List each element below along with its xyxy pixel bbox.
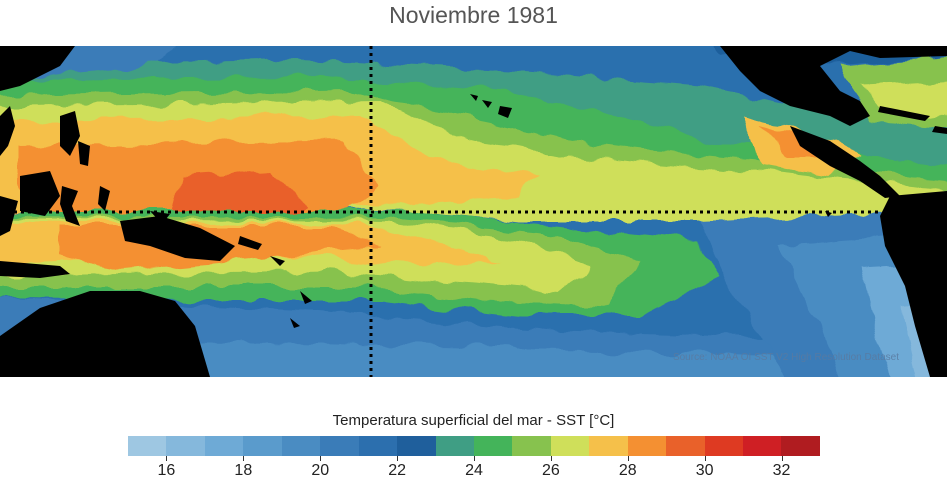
colorbar-tick-mark <box>627 456 629 461</box>
data-source-credit: Source: NOAA OI SST V2 High Resolution D… <box>672 352 899 363</box>
colorbar-segment <box>627 436 667 456</box>
colorbar-segment <box>473 436 513 456</box>
sst-map: Source: NOAA OI SST V2 High Resolution D… <box>0 46 947 377</box>
landmasses <box>0 46 947 377</box>
colorbar-segment <box>397 436 436 456</box>
colorbar-tick-mark <box>166 456 168 461</box>
colorbar-segment <box>704 436 743 456</box>
colorbar-tick-mark <box>474 456 475 461</box>
colorbar-tick-mark <box>704 456 706 461</box>
colorbar-tick-label: 30 <box>695 462 714 479</box>
colorbar-segment <box>435 436 474 456</box>
colorbar-segment <box>589 436 628 456</box>
colorbar-tick-label: 20 <box>311 462 330 479</box>
land-south-america <box>880 191 947 377</box>
land-asia <box>0 46 75 91</box>
land-new-guinea <box>120 216 235 261</box>
colorbar-segment <box>358 436 398 456</box>
land-north-america <box>720 46 947 126</box>
colorbar-segment <box>512 436 551 456</box>
colorbar-segment <box>320 436 359 456</box>
colorbar-tick-mark <box>243 456 245 461</box>
colorbar-tick-label: 28 <box>618 462 637 479</box>
map-title: Noviembre 1981 <box>389 2 558 28</box>
land-australia <box>0 291 210 377</box>
sst-map-svg <box>0 46 947 377</box>
colorbar-segment <box>550 436 590 456</box>
colorbar-title: Temperatura superficial del mar - SST [°… <box>332 412 615 429</box>
colorbar-segment <box>666 436 705 456</box>
colorbar-tick-label: 22 <box>388 462 406 479</box>
colorbar-tick-label: 32 <box>772 462 791 479</box>
colorbar-tick-label: 26 <box>541 462 560 479</box>
colorbar-segment <box>743 436 782 456</box>
colorbar-ticks: 16 18 20 22 24 26 28 30 32 <box>128 456 820 480</box>
colorbar-segment <box>166 436 205 456</box>
colorbar-segment <box>243 436 282 456</box>
colorbar-segment <box>128 436 167 456</box>
colorbar-tick-mark <box>320 456 322 461</box>
land-central-america <box>790 126 900 198</box>
colorbar-tick-mark <box>550 456 552 461</box>
colorbar-segment <box>281 436 321 456</box>
colorbar <box>128 436 820 456</box>
land-borneo <box>20 171 60 216</box>
colorbar-tick-label: 16 <box>157 462 176 479</box>
colorbar-segment <box>204 436 244 456</box>
colorbar-segment <box>781 436 820 456</box>
colorbar-tick-mark <box>781 456 783 461</box>
colorbar-tick-mark <box>397 456 399 461</box>
colorbar-tick-label: 18 <box>234 462 253 479</box>
colorbar-tick-label: 24 <box>465 462 483 479</box>
